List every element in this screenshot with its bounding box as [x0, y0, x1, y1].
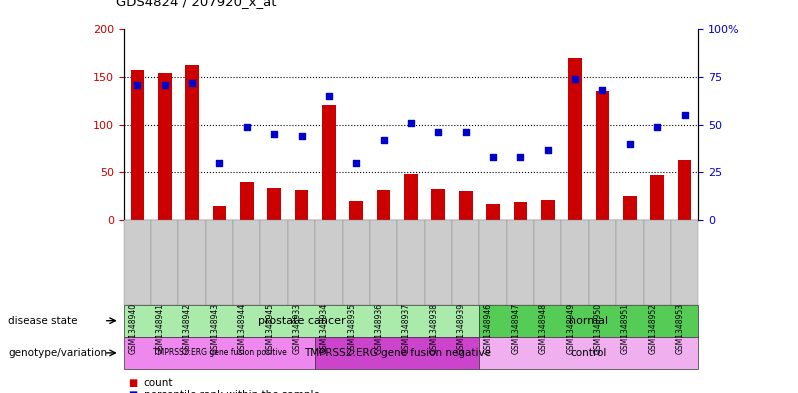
Text: TMPRSS2:ERG gene fusion positive: TMPRSS2:ERG gene fusion positive	[152, 349, 286, 357]
Bar	[404, 174, 418, 220]
Text: GSM1348947: GSM1348947	[512, 303, 520, 354]
Text: GSM1348950: GSM1348950	[594, 303, 602, 354]
Bar	[595, 92, 610, 220]
Text: TMPRSS2:ERG gene fusion negative: TMPRSS2:ERG gene fusion negative	[304, 348, 491, 358]
Text: GSM1348933: GSM1348933	[293, 303, 302, 354]
Text: genotype/variation: genotype/variation	[8, 348, 107, 358]
Bar	[240, 182, 254, 220]
Text: GSM1348935: GSM1348935	[347, 303, 356, 354]
Point	[569, 76, 582, 82]
Point	[322, 93, 335, 99]
Bar	[541, 200, 555, 220]
Point	[514, 154, 527, 160]
Bar	[623, 196, 637, 220]
Point	[432, 129, 444, 136]
Point	[487, 154, 500, 160]
Text: percentile rank within the sample: percentile rank within the sample	[144, 389, 319, 393]
Text: control: control	[571, 348, 607, 358]
Text: disease state: disease state	[8, 316, 77, 326]
Point	[295, 133, 308, 140]
Text: GSM1348946: GSM1348946	[484, 303, 493, 354]
Point	[678, 112, 691, 118]
Point	[651, 123, 664, 130]
Bar	[350, 201, 363, 220]
Point	[213, 160, 226, 166]
Text: GSM1348951: GSM1348951	[621, 303, 630, 354]
Point	[240, 123, 253, 130]
Bar	[185, 65, 199, 220]
Point	[186, 80, 199, 86]
Point	[596, 87, 609, 94]
Bar	[432, 189, 445, 220]
Text: count: count	[144, 378, 173, 388]
Bar	[678, 160, 691, 220]
Point	[158, 82, 171, 88]
Text: GSM1348936: GSM1348936	[374, 303, 384, 354]
Bar	[212, 206, 227, 220]
Text: prostate cancer: prostate cancer	[258, 316, 346, 326]
Text: GSM1348953: GSM1348953	[676, 303, 685, 354]
Text: GSM1348934: GSM1348934	[320, 303, 329, 354]
Bar	[514, 202, 527, 220]
Text: GSM1348940: GSM1348940	[128, 303, 137, 354]
Bar	[377, 189, 390, 220]
Text: ■: ■	[128, 378, 137, 388]
Point	[268, 131, 281, 138]
Text: GSM1348942: GSM1348942	[183, 303, 192, 354]
Text: GSM1348937: GSM1348937	[402, 303, 411, 354]
Text: GSM1348939: GSM1348939	[456, 303, 466, 354]
Text: GDS4824 / 207920_x_at: GDS4824 / 207920_x_at	[116, 0, 276, 8]
Point	[460, 129, 472, 136]
Bar	[131, 70, 144, 220]
Text: ■: ■	[128, 389, 137, 393]
Bar	[322, 105, 336, 220]
Text: GSM1348943: GSM1348943	[211, 303, 219, 354]
Bar	[568, 58, 582, 220]
Bar	[294, 189, 308, 220]
Text: GSM1348941: GSM1348941	[156, 303, 164, 354]
Bar	[158, 73, 172, 220]
Bar	[650, 175, 664, 220]
Text: normal: normal	[569, 316, 608, 326]
Text: GSM1348948: GSM1348948	[539, 303, 547, 354]
Text: GSM1348944: GSM1348944	[238, 303, 247, 354]
Bar	[459, 191, 472, 220]
Bar	[486, 204, 500, 220]
Text: GSM1348952: GSM1348952	[648, 303, 658, 354]
Text: GSM1348945: GSM1348945	[265, 303, 275, 354]
Point	[350, 160, 362, 166]
Point	[377, 137, 390, 143]
Text: GSM1348938: GSM1348938	[429, 303, 438, 354]
Point	[623, 141, 636, 147]
Bar	[267, 188, 281, 220]
Point	[405, 120, 417, 126]
Point	[131, 82, 144, 88]
Text: GSM1348949: GSM1348949	[566, 303, 575, 354]
Point	[541, 147, 554, 153]
